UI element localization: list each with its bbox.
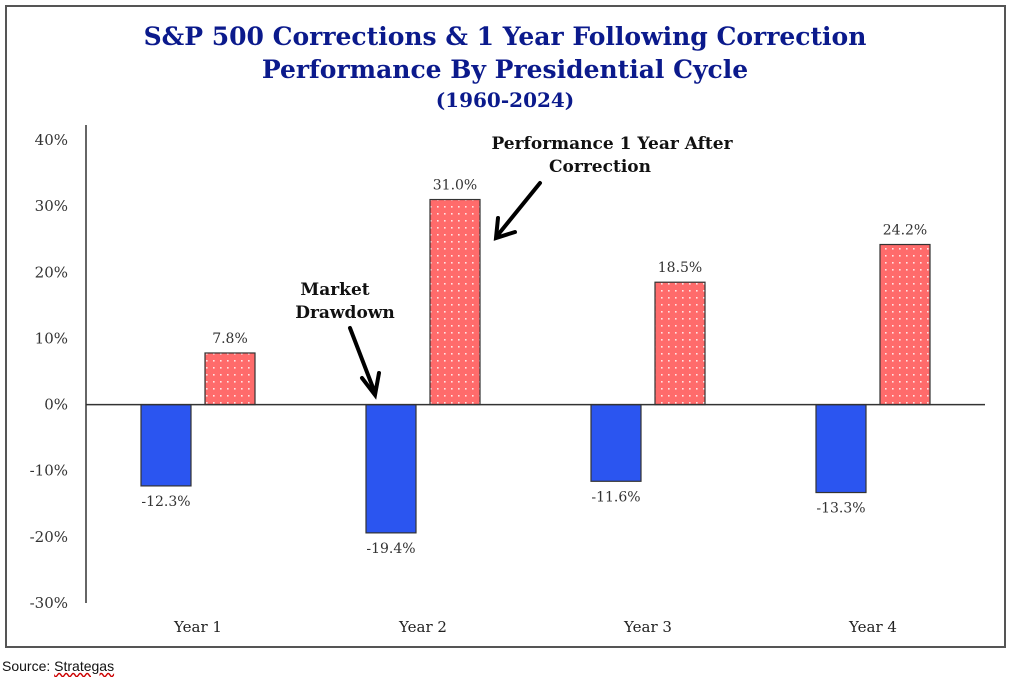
chart-title-line-2: Performance By Presidential Cycle [262,55,748,84]
annotation-performance-line-1: Performance 1 Year After [491,134,733,154]
bar-drawdown [365,403,417,534]
arrow-performance [493,181,542,241]
chart-frame [5,5,1006,648]
chart-title-line-1: S&P 500 Corrections & 1 Year Following C… [144,22,867,51]
data-label: 18.5% [658,260,702,276]
data-label: 24.2% [883,223,927,239]
x-tick-label: Year 1 [173,618,222,636]
bar-performance [654,281,706,406]
bar-performance [879,243,931,406]
data-label: 7.8% [212,331,248,347]
x-tick-label: Year 4 [848,618,897,636]
data-label: -13.3% [816,501,865,517]
bar-drawdown [815,403,867,494]
y-tick-label: 10% [35,329,68,347]
source-note: Source: Strategas [2,658,114,674]
y-tick-label: 0% [44,396,68,414]
y-tick-label: -20% [30,528,68,546]
source-prefix: Source: [2,658,55,674]
source-name: Strategas [54,658,115,674]
arrow-drawdown [348,326,381,400]
data-label: 31.0% [433,178,477,194]
x-tick-label: Year 2 [398,618,447,636]
bar-drawdown [140,403,192,487]
annotation-performance-line-2: Correction [549,157,651,177]
bar-drawdown [590,403,642,482]
y-tick-label: 30% [35,197,68,215]
data-label: -11.6% [591,489,640,505]
data-label: -19.4% [366,541,415,557]
bar-performance [204,352,256,406]
bar-performance [429,198,481,406]
annotation-drawdown-line-2: Drawdown [295,303,395,323]
y-tick-label: -30% [30,594,68,612]
chart-title-line-3: (1960-2024) [436,88,575,112]
data-label: -12.3% [141,494,190,510]
y-tick-label: 20% [35,263,68,281]
y-tick-label: 40% [35,131,68,149]
y-tick-label: -10% [30,462,68,480]
x-tick-label: Year 3 [623,618,672,636]
annotation-drawdown-line-1: Market [300,280,369,300]
